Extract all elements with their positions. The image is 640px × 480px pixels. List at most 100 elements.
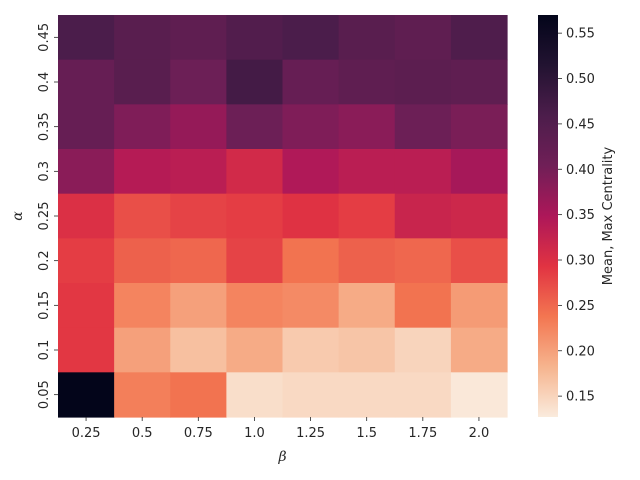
heatmap-cell (170, 327, 227, 373)
y-tick-label: 0.1 (37, 340, 52, 361)
heatmap-cell (338, 15, 396, 61)
heatmap-cell (282, 238, 340, 284)
heatmap-cell (170, 238, 227, 284)
heatmap-cell (114, 15, 171, 61)
x-axis-ticks: 0.25 0.5 0.75 1.0 1.25 1.5 1.75 2.0 (72, 417, 490, 441)
colorbar-tick-label: 0.35 (566, 208, 595, 223)
heatmap-cell (450, 149, 508, 195)
colorbar-label: Mean, Max Centrality (601, 146, 616, 285)
heatmap-cell (394, 327, 452, 373)
x-tick-label: 1.0 (244, 426, 265, 441)
heatmap-cell (58, 372, 115, 418)
heatmap-cell (114, 59, 171, 105)
colorbar-tick-label: 0.25 (566, 299, 595, 314)
heatmap-cell (114, 372, 171, 418)
heatmap-cell (338, 283, 396, 329)
heatmap-cell (450, 59, 508, 105)
heatmap-cell (58, 15, 115, 61)
y-tick-label: 0.45 (37, 23, 52, 52)
heatmap-cell (282, 59, 340, 105)
heatmap-cell (338, 238, 396, 284)
heatmap-cell (282, 327, 340, 373)
heatmap-cell (170, 193, 227, 239)
heatmap-cell (114, 238, 171, 284)
x-tick-label: 0.5 (132, 426, 153, 441)
heatmap-cell (394, 238, 452, 284)
x-tick-label: 1.75 (408, 426, 437, 441)
y-axis-label: α (10, 211, 26, 221)
colorbar-tick-label: 0.45 (566, 117, 595, 132)
heatmap-cell (338, 59, 396, 105)
x-tick-label: 0.75 (184, 426, 213, 441)
heatmap-cell (394, 372, 452, 418)
heatmap-cell (394, 149, 452, 195)
heatmap-cell (450, 327, 508, 373)
heatmap-cell (282, 193, 340, 239)
heatmap-cell (450, 104, 508, 150)
heatmap-cell (338, 327, 396, 373)
heatmap-cell (114, 327, 171, 373)
heatmap-cell (226, 104, 284, 150)
heatmap-cell (114, 283, 171, 329)
heatmap-cell (394, 59, 452, 105)
heatmap-cells (58, 15, 508, 418)
colorbar-tick-label: 0.30 (566, 254, 595, 269)
heatmap-cell (226, 149, 284, 195)
x-tick-label: 1.25 (296, 426, 325, 441)
heatmap-cell (338, 372, 396, 418)
colorbar-tick-label: 0.50 (566, 72, 595, 87)
y-tick-label: 0.05 (37, 380, 52, 409)
y-tick-label: 0.3 (37, 161, 52, 182)
heatmap-cell (114, 149, 171, 195)
heatmap-cell (226, 15, 284, 61)
heatmap-cell (226, 193, 284, 239)
heatmap-cell (282, 372, 340, 418)
heatmap-cell (394, 104, 452, 150)
y-tick-label: 0.2 (37, 250, 52, 271)
heatmap-cell (338, 193, 396, 239)
heatmap-cell (226, 372, 284, 418)
heatmap-cell (58, 59, 115, 105)
heatmap-cell (450, 238, 508, 284)
colorbar-tick-label: 0.55 (566, 27, 595, 42)
heatmap-cell (450, 283, 508, 329)
heatmap-cell (338, 149, 396, 195)
heatmap-cell (58, 327, 115, 373)
heatmap-cell (114, 193, 171, 239)
heatmap-cell (282, 149, 340, 195)
heatmap-cell (58, 193, 115, 239)
heatmap-cell (450, 193, 508, 239)
heatmap-cell (226, 327, 284, 373)
heatmap-cell (226, 59, 284, 105)
x-axis-label: β (277, 449, 286, 465)
y-tick-label: 0.35 (37, 112, 52, 141)
heatmap-cell (114, 104, 171, 150)
y-tick-label: 0.4 (37, 72, 52, 93)
y-tick-label: 0.15 (37, 291, 52, 320)
heatmap-cell (170, 59, 227, 105)
heatmap-cell (282, 283, 340, 329)
heatmap-cell (226, 283, 284, 329)
heatmap-cell (58, 149, 115, 195)
heatmap-cell (450, 15, 508, 61)
heatmap-cell (58, 283, 115, 329)
heatmap-cell (170, 372, 227, 418)
heatmap-cell (338, 104, 396, 150)
colorbar (538, 15, 558, 417)
colorbar-tick-label: 0.20 (566, 344, 595, 359)
heatmap-cell (170, 104, 227, 150)
heatmap-cell (170, 283, 227, 329)
y-axis-ticks: 0.45 0.4 0.35 0.3 0.25 0.2 0.15 0.1 0.05 (37, 23, 58, 409)
heatmap-cell (282, 15, 340, 61)
heatmap-cell (58, 238, 115, 284)
x-tick-label: 2.0 (469, 426, 490, 441)
heatmap-cell (170, 149, 227, 195)
x-tick-label: 0.25 (72, 426, 101, 441)
colorbar-ticks: 0.15 0.20 0.25 0.30 0.35 0.40 0.45 0.50 0.55 (558, 27, 595, 405)
colorbar-tick-label: 0.15 (566, 390, 595, 405)
heatmap-cell (450, 372, 508, 418)
x-tick-label: 1.5 (356, 426, 377, 441)
heatmap-cell (394, 283, 452, 329)
y-tick-label: 0.25 (37, 202, 52, 231)
